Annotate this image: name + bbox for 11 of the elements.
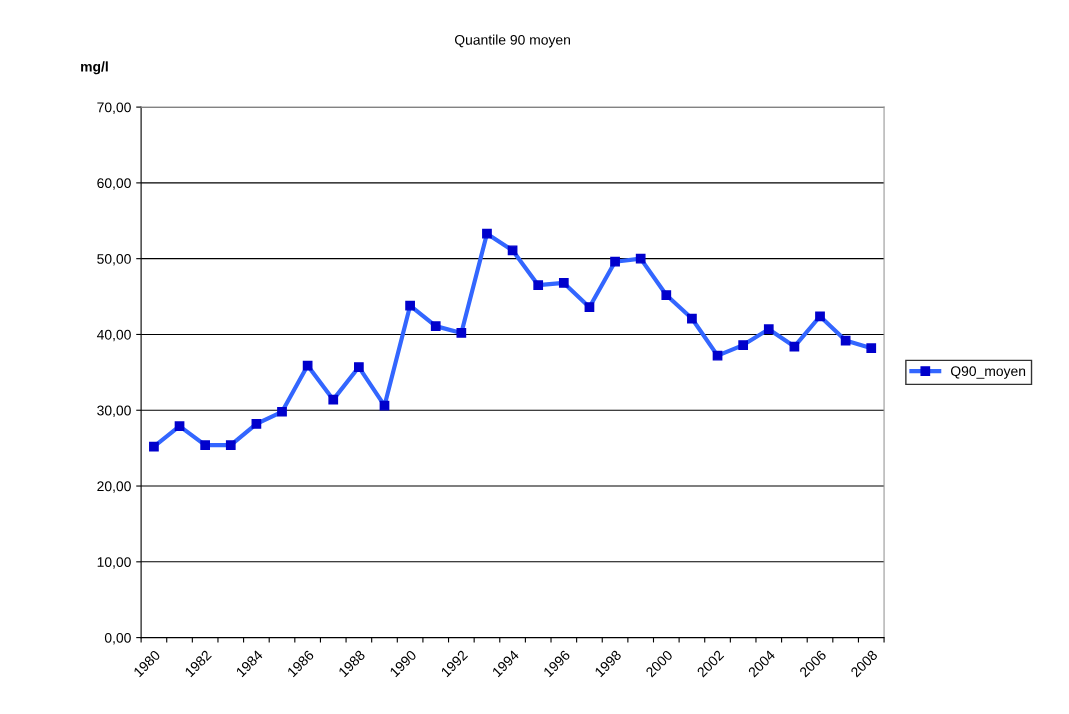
y-tick-label: 0,00	[104, 632, 131, 645]
y-tick-label: 10,00	[97, 557, 131, 569]
y-tick-label: 30,00	[97, 405, 131, 418]
y-tick-label: 60,00	[97, 178, 131, 190]
y-tick-label: 40,00	[96, 329, 131, 342]
y-axis-title: mg/l	[81, 61, 108, 75]
chart-title: Quantile 90 moyen	[454, 34, 570, 48]
y-tick-label: 50,00	[97, 254, 131, 266]
legend-label: Q90_moyen	[950, 366, 1026, 379]
y-tick-label: 70,00	[97, 102, 131, 114]
y-tick-label: 20,00	[97, 481, 131, 493]
